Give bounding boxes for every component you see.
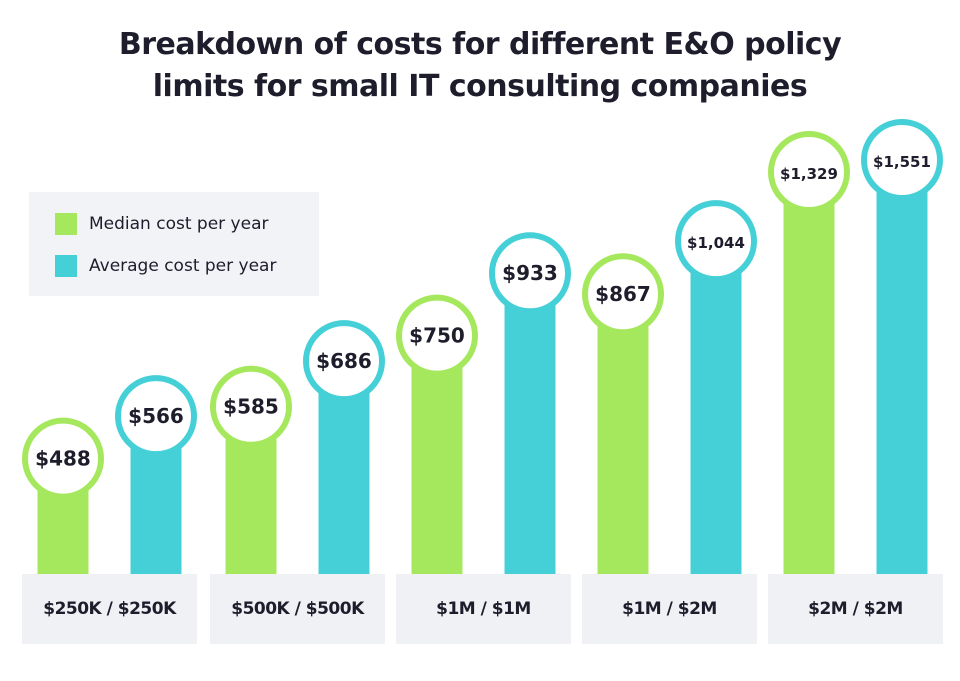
value-badge-average — [861, 119, 943, 201]
data-label: $1,044 — [687, 234, 745, 252]
value-badge-median — [396, 294, 478, 377]
legend-label-median: Median cost per year — [89, 214, 269, 234]
legend-item-average: Average cost per year — [55, 254, 276, 278]
legend-label-average: Average cost per year — [89, 256, 277, 276]
data-label: $1,329 — [780, 165, 838, 183]
value-badge-median — [768, 131, 850, 214]
value-badge-average — [115, 375, 197, 458]
bar-median — [597, 294, 649, 574]
data-label: $750 — [409, 324, 465, 348]
chart-title-line-1: Breakdown of costs for different E&O pol… — [118, 27, 842, 62]
data-label: $867 — [595, 282, 651, 306]
value-badge-average — [303, 320, 385, 403]
data-label: $933 — [502, 261, 558, 285]
value-badge-average — [489, 232, 571, 315]
legend-swatch-average — [55, 255, 77, 277]
category-label: $500K / $500K — [210, 574, 385, 644]
category-label: $2M / $2M — [768, 574, 943, 644]
bar-average — [876, 160, 928, 574]
data-label: $488 — [35, 447, 91, 471]
legend: Median cost per year Average cost per ye… — [29, 192, 319, 296]
value-badge-median — [210, 365, 292, 448]
bar-average — [504, 273, 556, 574]
data-label: $566 — [128, 404, 184, 428]
category-label: $1M / $2M — [582, 574, 757, 644]
data-label: $686 — [316, 349, 372, 373]
chart-title-line-2: limits for small IT consulting companies — [152, 69, 808, 104]
data-label: $1,551 — [873, 153, 931, 171]
category-label: $250K / $250K — [22, 574, 197, 644]
category-label: $1M / $1M — [396, 574, 571, 644]
legend-swatch-median — [55, 213, 77, 235]
value-badge-average — [675, 200, 757, 283]
bar-average — [690, 241, 742, 575]
data-label: $585 — [223, 395, 279, 419]
legend-item-median: Median cost per year — [55, 212, 268, 236]
bar-median — [783, 172, 835, 574]
chart-title: Breakdown of costs for different E&O pol… — [0, 24, 960, 108]
value-badge-median — [582, 253, 664, 336]
value-badge-median — [22, 417, 104, 500]
